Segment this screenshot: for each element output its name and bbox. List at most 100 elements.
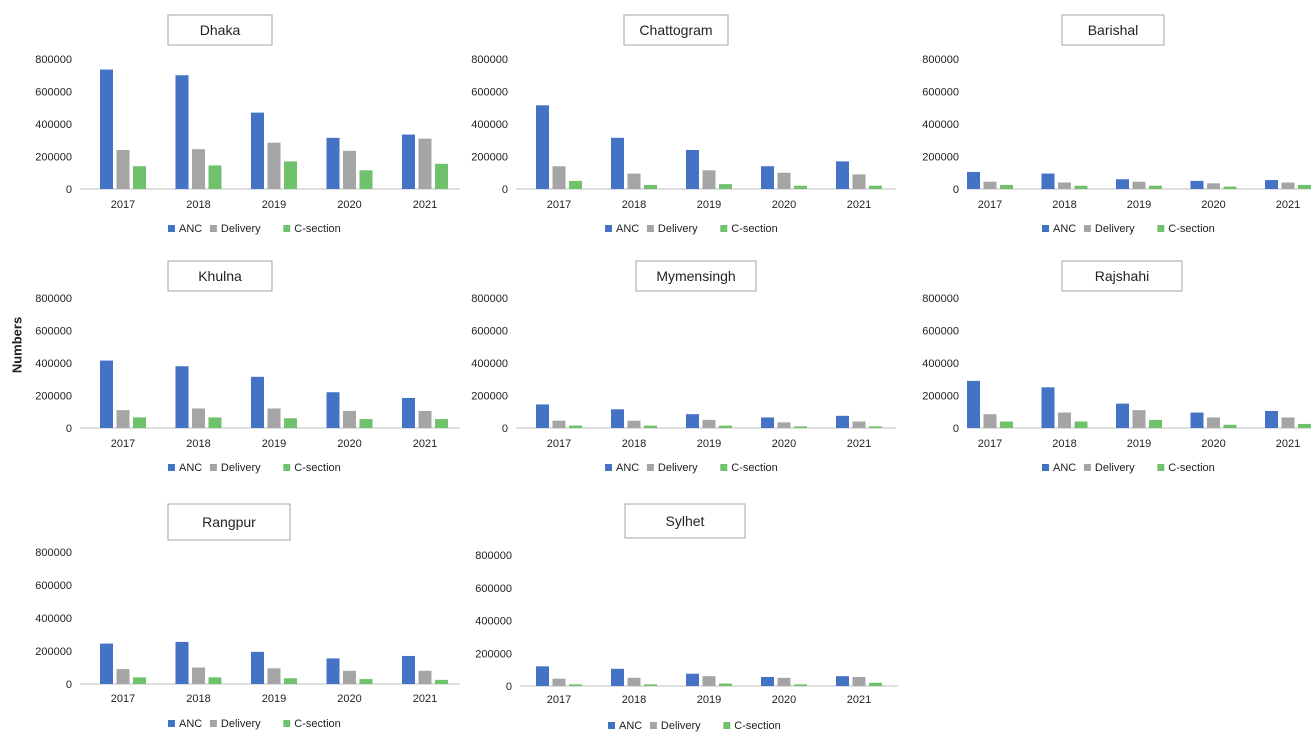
bar-c-section-2019 — [284, 678, 297, 684]
bar-delivery-2021 — [418, 138, 432, 189]
chart-panel-barishal: Barishal 0 200000 400000 600000 800000 2017 201… — [922, 14, 1311, 235]
bar-delivery-2020 — [777, 172, 791, 189]
legend-swatch-delivery — [646, 464, 654, 471]
chart-title-box — [624, 503, 746, 539]
bar-delivery-2020 — [343, 150, 356, 189]
legend-label: ANC — [616, 223, 639, 235]
bar-delivery-2018 — [627, 677, 641, 686]
bar-anc-2020 — [1190, 412, 1204, 428]
x-tick-label: 2019 — [1127, 199, 1151, 211]
legend-label: ANC — [179, 462, 202, 474]
y-tick-label: 400000 — [35, 613, 72, 625]
y-tick-label: 200000 — [35, 391, 72, 403]
bar-c-section-2019 — [284, 418, 297, 428]
y-tick-label: 400000 — [475, 616, 512, 628]
bar-delivery-2018 — [192, 149, 205, 189]
y-tick-label: 600000 — [35, 326, 72, 338]
x-tick-label: 2021 — [847, 438, 871, 450]
bar-anc-2018 — [175, 641, 189, 684]
legend-swatch-delivery — [1083, 225, 1091, 232]
bar-c-section-2021 — [1298, 184, 1311, 189]
bar-anc-2017 — [536, 105, 549, 189]
bar-anc-2020 — [1190, 180, 1204, 189]
chart-panel-dhaka: Dhaka 0 200000 400000 600000 800000 2017 2018 20… — [35, 14, 460, 235]
legend-swatch-delivery — [646, 225, 654, 232]
x-tick-label: 2018 — [622, 438, 646, 450]
bar-delivery-2018 — [192, 667, 205, 684]
y-tick-label: 0 — [953, 423, 959, 435]
bar-anc-2019 — [1116, 179, 1129, 189]
x-tick-label: 2019 — [697, 694, 721, 706]
bar-anc-2017 — [536, 666, 549, 686]
y-tick-label: 800000 — [35, 293, 72, 305]
bar-delivery-2019 — [702, 170, 716, 189]
legend-swatch-c-section — [1157, 464, 1165, 471]
x-tick-label: 2017 — [978, 438, 1002, 450]
chart-panel-mymensingh: Mymensingh 0 200000 400000 600000 800000 2017 2… — [471, 260, 896, 474]
chart-title: Mymensingh — [656, 268, 735, 284]
y-tick-label: 400000 — [471, 358, 508, 370]
legend-swatch-c-section — [283, 720, 291, 727]
bar-anc-2019 — [686, 673, 699, 686]
legend-label: C-section — [734, 720, 780, 732]
legend-label: C-section — [731, 223, 777, 235]
bar-c-section-2018 — [1074, 185, 1088, 189]
legend-swatch-anc — [1042, 225, 1049, 232]
x-tick-label: 2020 — [337, 693, 361, 705]
chart-title-box — [635, 260, 757, 292]
y-tick-label: 800000 — [922, 54, 959, 66]
y-tick-label: 200000 — [471, 152, 508, 164]
bar-anc-2019 — [686, 150, 699, 189]
bar-anc-2018 — [611, 137, 624, 189]
legend-label: Delivery — [658, 223, 698, 235]
legend-label: ANC — [179, 223, 202, 235]
x-tick-label: 2017 — [978, 199, 1002, 211]
legend-label: ANC — [179, 718, 202, 730]
x-tick-label: 2018 — [622, 694, 646, 706]
legend-swatch-anc — [608, 722, 615, 729]
bar-delivery-2017 — [116, 150, 130, 189]
bar-delivery-2017 — [552, 166, 566, 189]
bar-c-section-2018 — [208, 165, 222, 189]
bar-delivery-2018 — [1058, 412, 1071, 428]
bar-c-section-2020 — [359, 170, 373, 189]
bar-c-section-2017 — [569, 425, 582, 428]
bar-anc-2020 — [326, 137, 340, 189]
bar-anc-2021 — [1265, 180, 1278, 189]
bar-delivery-2021 — [852, 174, 866, 189]
x-tick-label: 2020 — [1201, 438, 1225, 450]
bar-delivery-2021 — [1281, 182, 1295, 189]
chart-title: Sylhet — [666, 513, 705, 529]
bar-c-section-2017 — [569, 684, 582, 686]
legend-label: ANC — [1053, 462, 1076, 474]
bar-anc-2021 — [836, 415, 849, 428]
x-tick-label: 2019 — [1127, 438, 1151, 450]
bar-delivery-2017 — [983, 181, 997, 189]
legend-label: Delivery — [661, 720, 701, 732]
bar-anc-2020 — [761, 166, 774, 189]
bar-c-section-2020 — [794, 185, 807, 189]
legend-label: Delivery — [658, 462, 698, 474]
x-tick-label: 2020 — [1201, 199, 1225, 211]
bar-c-section-2017 — [569, 180, 582, 189]
chart-title-box — [1061, 260, 1183, 292]
y-tick-label: 400000 — [922, 358, 959, 370]
bar-c-section-2020 — [794, 684, 807, 686]
bar-anc-2018 — [611, 409, 624, 428]
y-tick-label: 200000 — [922, 152, 959, 164]
bar-delivery-2018 — [627, 420, 641, 428]
chart-title: Khulna — [198, 268, 242, 284]
bar-delivery-2018 — [1058, 182, 1071, 189]
y-tick-label: 0 — [506, 681, 512, 693]
bar-delivery-2021 — [1281, 417, 1295, 428]
bar-delivery-2017 — [552, 678, 566, 686]
y-tick-label: 800000 — [471, 293, 508, 305]
legend-label: Delivery — [1095, 223, 1135, 235]
legend-label: Delivery — [221, 718, 261, 730]
bar-anc-2018 — [175, 75, 189, 189]
y-tick-label: 200000 — [471, 391, 508, 403]
bar-c-section-2017 — [1000, 421, 1013, 428]
x-tick-label: 2019 — [262, 438, 286, 450]
chart-title: Rangpur — [202, 514, 256, 530]
bar-anc-2020 — [761, 417, 774, 428]
